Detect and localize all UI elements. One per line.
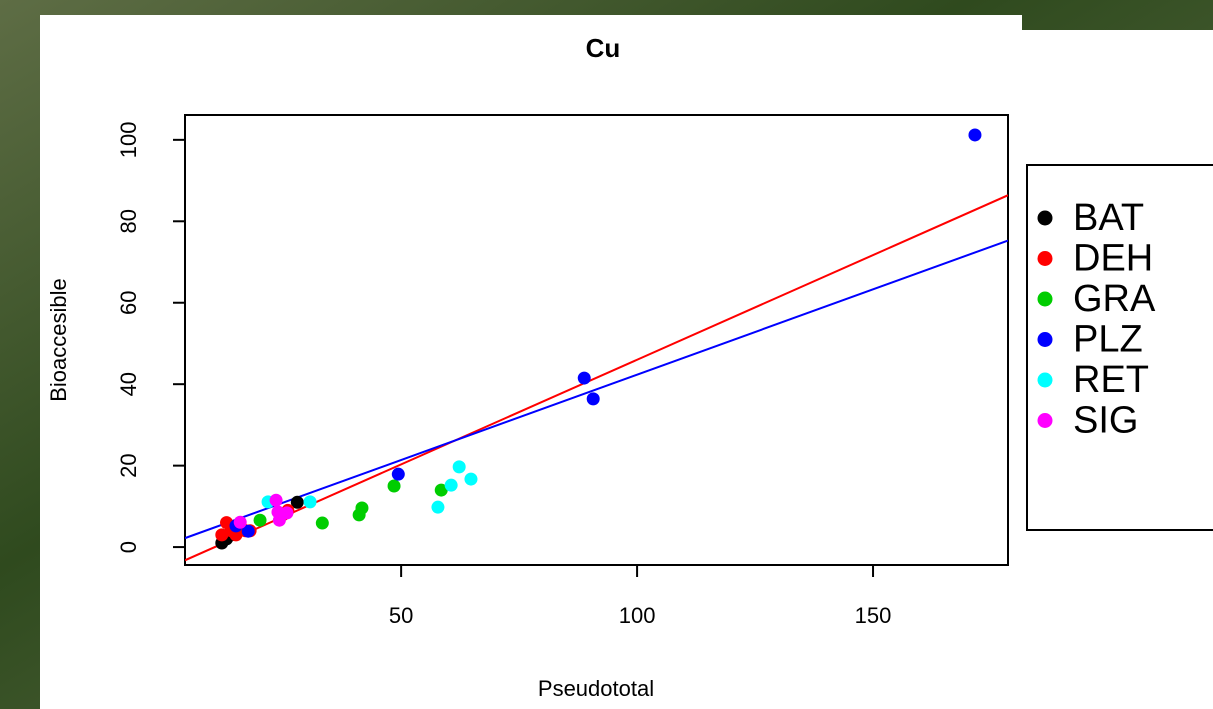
legend-label: BAT	[1073, 197, 1144, 239]
legend-box	[1026, 164, 1213, 531]
data-point	[387, 479, 401, 493]
legend-marker	[1037, 251, 1053, 266]
data-point	[968, 128, 982, 142]
data-point	[253, 513, 267, 527]
legend-label: DEH	[1073, 238, 1153, 280]
legend-label: PLZ	[1073, 319, 1143, 361]
y-axis-title: Bioaccesible	[46, 278, 71, 402]
y-tick-label: 80	[116, 209, 141, 233]
data-point	[444, 478, 458, 492]
y-tick-label: 60	[116, 290, 141, 314]
data-point	[431, 500, 445, 514]
legend-label: SIG	[1073, 400, 1138, 442]
data-point	[355, 501, 369, 515]
legend-label: RET	[1073, 359, 1149, 401]
data-point	[452, 460, 466, 474]
legend-marker	[1037, 210, 1053, 226]
x-tick-label: 150	[855, 603, 892, 628]
y-tick-label: 0	[116, 541, 141, 553]
data-point	[464, 472, 478, 486]
x-axis-title: Pseudototal	[538, 676, 654, 701]
legend-marker	[1037, 372, 1053, 388]
chart-title: Cu	[586, 33, 621, 63]
legend-label: GRA	[1073, 278, 1156, 320]
data-point	[269, 493, 283, 507]
plot-area	[185, 128, 1008, 562]
chart-panel	[40, 15, 1022, 709]
data-point	[303, 495, 317, 509]
data-point	[241, 524, 255, 538]
data-point	[280, 506, 294, 520]
x-tick-label: 50	[389, 603, 413, 628]
chart-panel-right	[1022, 30, 1213, 709]
data-point	[577, 371, 591, 385]
data-point	[290, 495, 304, 509]
x-tick-label: 100	[619, 603, 656, 628]
y-tick-label: 20	[116, 453, 141, 477]
data-point	[434, 483, 448, 497]
legend-marker	[1037, 291, 1053, 307]
legend-marker	[1037, 332, 1053, 347]
data-point	[233, 515, 247, 529]
data-point	[391, 467, 405, 481]
y-tick-label: 40	[116, 372, 141, 396]
data-point	[586, 392, 600, 406]
data-point	[315, 516, 329, 530]
y-tick-label: 100	[116, 121, 141, 158]
fit-line	[185, 239, 1008, 540]
legend-marker	[1037, 413, 1053, 428]
plot-frame	[184, 114, 1009, 566]
fit-line	[185, 194, 1008, 562]
